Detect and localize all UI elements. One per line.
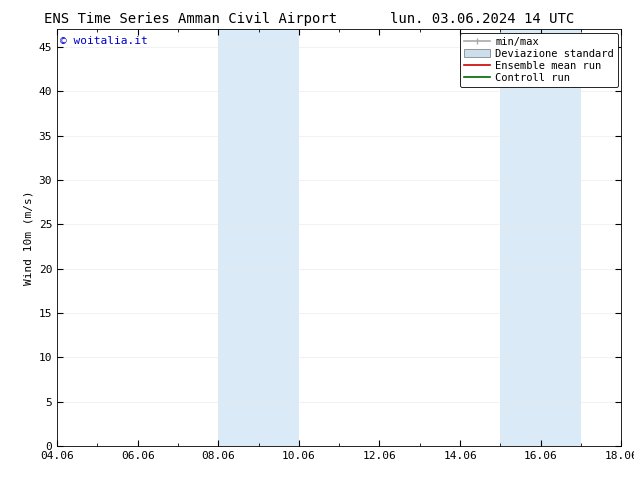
Y-axis label: Wind 10m (m/s): Wind 10m (m/s): [23, 191, 33, 285]
Bar: [218, 29, 299, 446]
Legend: min/max, Deviazione standard, Ensemble mean run, Controll run: min/max, Deviazione standard, Ensemble m…: [460, 32, 618, 87]
Bar: [500, 29, 581, 446]
Text: © woitalia.it: © woitalia.it: [60, 36, 148, 46]
Text: lun. 03.06.2024 14 UTC: lun. 03.06.2024 14 UTC: [390, 12, 574, 26]
Text: ENS Time Series Amman Civil Airport: ENS Time Series Amman Civil Airport: [44, 12, 337, 26]
